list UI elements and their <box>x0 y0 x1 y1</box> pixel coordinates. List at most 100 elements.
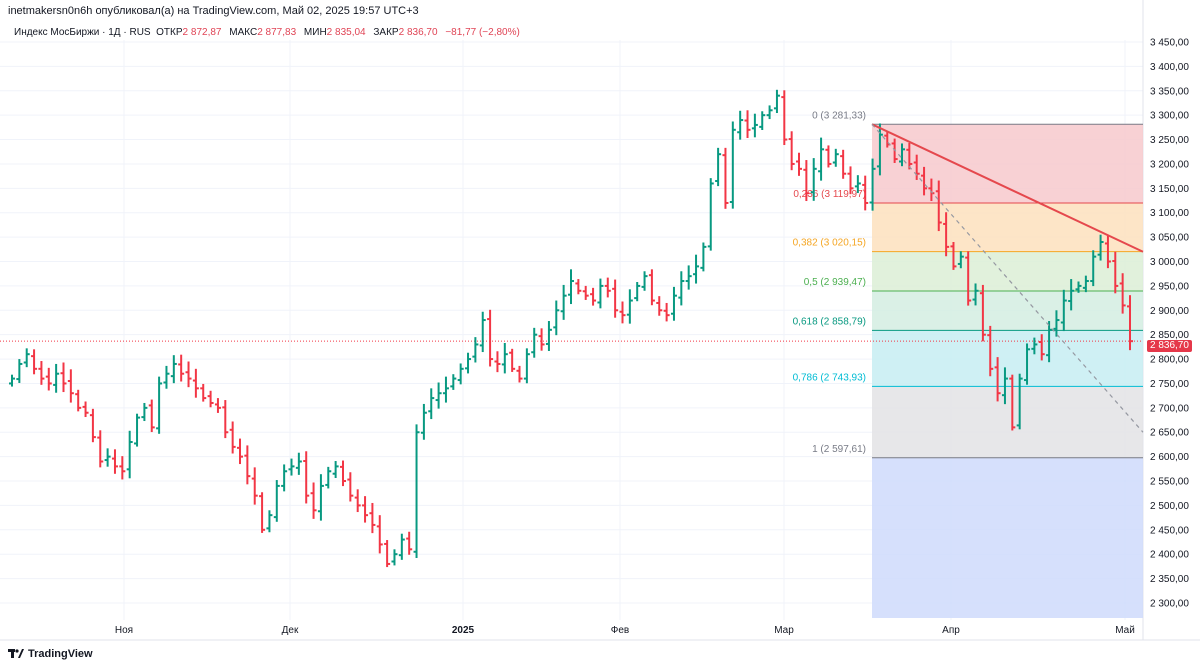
fib-zone <box>872 386 1143 458</box>
fib-zone <box>872 124 1143 203</box>
fib-level-label: 0,786 (2 743,93) <box>793 372 866 383</box>
ohlc-bar <box>229 421 236 454</box>
ohlc-bar <box>295 452 302 475</box>
ohlc-bar <box>288 458 295 476</box>
ohlc-bar <box>332 461 339 478</box>
y-tick-label: 3 400,00 <box>1150 62 1189 73</box>
ohlc-bar <box>972 283 979 306</box>
ohlc-bar <box>222 400 229 439</box>
ohlc-bar <box>590 287 597 306</box>
x-tick-label: Мар <box>774 625 794 636</box>
y-tick-label: 2 800,00 <box>1150 355 1189 366</box>
ohlc-bar <box>685 265 692 290</box>
ohlc-bar <box>862 175 869 211</box>
symbol-legend: Индекс МосБиржи · 1Д · RUS ОТКР2 872,87 … <box>14 27 525 38</box>
ohlc-bar <box>31 349 38 375</box>
ohlc-bar <box>531 327 538 358</box>
y-tick-label: 3 000,00 <box>1150 257 1189 268</box>
ohlc-bar <box>347 472 354 502</box>
ohlc-bar <box>97 430 104 468</box>
ohlc-bar <box>965 251 972 306</box>
ohlc-bar <box>178 354 185 382</box>
y-tick-label: 2 550,00 <box>1150 477 1189 488</box>
ohlc-bar <box>876 123 883 176</box>
ohlc-bar <box>693 254 700 284</box>
ohlc-bar <box>398 533 405 560</box>
ohlc-bar <box>60 362 67 393</box>
ohlc-bar <box>921 166 928 196</box>
ohlc-bar <box>384 540 391 568</box>
close-value: 2 836,70 <box>398 27 438 38</box>
ohlc-bar <box>1068 279 1075 311</box>
symbol-name: Индекс МосБиржи · 1Д · RUS <box>14 27 151 38</box>
ohlc-bar <box>1038 334 1045 361</box>
publish-info: inetmakersn0n6h опубликовал(а) на Tradin… <box>8 5 419 17</box>
y-tick-label: 2 350,00 <box>1150 574 1189 585</box>
ohlc-bar <box>465 352 472 374</box>
ohlc-bar <box>663 302 670 322</box>
fib-zone <box>872 291 1143 331</box>
ohlc-bar <box>1024 343 1031 385</box>
x-tick-label: Май <box>1115 625 1135 636</box>
ohlc-bar <box>832 148 839 167</box>
ohlc-bar <box>1001 367 1008 405</box>
ohlc-bar <box>737 110 744 140</box>
ohlc-bar <box>744 110 751 138</box>
ohlc-bar <box>369 502 376 534</box>
y-tick-label: 2 700,00 <box>1150 403 1189 414</box>
ohlc-bar <box>75 389 82 412</box>
ohlc-bar <box>126 430 133 479</box>
x-tick-label: 2025 <box>452 625 475 636</box>
fib-level-label: 0,618 (2 858,79) <box>793 316 866 327</box>
ohlc-bar <box>406 531 413 555</box>
y-tick-label: 2 500,00 <box>1150 501 1189 512</box>
ohlc-bar <box>810 158 817 201</box>
ohlc-bar <box>619 301 626 324</box>
ohlc-bar <box>259 492 266 533</box>
ohlc-bar <box>148 399 155 433</box>
ohlc-bar <box>391 549 398 566</box>
ohlc-bar <box>1112 251 1119 294</box>
ohlc-bar <box>67 369 74 403</box>
y-tick-label: 3 100,00 <box>1150 208 1189 219</box>
y-tick-label: 2 600,00 <box>1150 452 1189 463</box>
open-label: ОТКР <box>156 27 183 38</box>
y-tick-label: 2 950,00 <box>1150 281 1189 292</box>
ohlc-bar <box>729 121 736 209</box>
ohlc-bar <box>207 390 214 408</box>
ohlc-bar <box>1046 321 1053 363</box>
ohlc-bar <box>310 482 317 519</box>
ohlc-bar <box>634 281 641 302</box>
x-tick-label: Фев <box>611 625 629 636</box>
fib-zone <box>872 202 1143 252</box>
ohlc-bar <box>545 321 552 351</box>
ohlc-bar <box>428 388 435 420</box>
fib-zone <box>872 251 1143 292</box>
ohlc-bar <box>442 376 449 403</box>
ohlc-bar <box>170 355 177 384</box>
y-tick-label: 2 900,00 <box>1150 306 1189 317</box>
high-value: 2 877,83 <box>257 27 297 38</box>
fib-level-label: 0,5 (2 939,47) <box>804 277 866 288</box>
ohlc-bar <box>957 251 964 269</box>
ohlc-bar <box>766 105 773 120</box>
ohlc-bar <box>134 413 141 447</box>
ohlc-bar <box>626 289 633 324</box>
ohlc-bar <box>715 147 722 187</box>
ohlc-bar <box>568 269 574 305</box>
ohlc-bar <box>251 467 258 505</box>
ohlc-bar <box>420 403 427 440</box>
ohlc-bar <box>16 359 23 383</box>
tradingview-logo[interactable]: TradingView <box>8 648 93 660</box>
ohlc-bar <box>656 296 663 316</box>
ohlc-bar <box>803 160 810 202</box>
ohlc-bar <box>82 401 89 418</box>
ohlc-bar <box>1082 275 1089 293</box>
x-tick-label: Дек <box>282 625 299 636</box>
ohlc-bar <box>494 351 501 373</box>
ohlc-bar <box>413 424 420 558</box>
y-tick-label: 2 750,00 <box>1150 379 1189 390</box>
fib-zone <box>872 457 1143 618</box>
ohlc-bar <box>700 242 707 272</box>
